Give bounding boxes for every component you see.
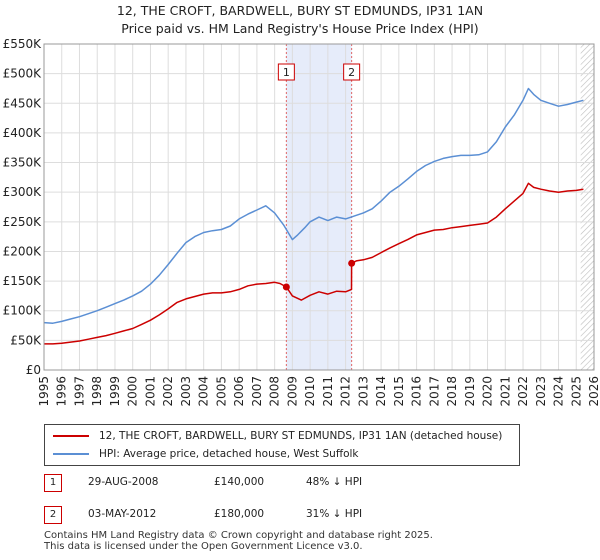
transaction-price: £180,000 — [214, 508, 265, 520]
transaction-hpi-diff: 31% ↓ HPI — [306, 508, 363, 520]
x-tick-label: 2019 — [463, 376, 477, 407]
transaction-marker-badge: 1 — [44, 474, 62, 492]
x-tick-label: 2001 — [143, 376, 157, 407]
x-tick-label: 2002 — [161, 376, 175, 407]
plot-border — [43, 43, 595, 371]
y-tick-label: £50K — [10, 333, 42, 347]
x-tick-label: 2024 — [552, 376, 566, 407]
x-tick-label: 2015 — [392, 376, 406, 407]
marker-label-box — [343, 63, 361, 81]
hpi-series-line — [43, 87, 584, 324]
x-tick-label: 2016 — [410, 376, 424, 407]
transaction-point — [348, 259, 356, 267]
price-chart: £0 £50K £100K £150K £200K £250K £300K £350K £400… — [3, 37, 600, 407]
y-tick-label: £550K — [3, 37, 43, 51]
marker-label-box — [277, 63, 295, 81]
y-tick-label: £0 — [26, 363, 41, 377]
x-tick-label: 2021 — [498, 376, 512, 407]
footer-licence: This data is licensed under the Open Gov… — [44, 541, 363, 552]
footer-copyright: Contains HM Land Registry data © Crown c… — [44, 530, 433, 541]
footer: Contains HM Land Registry data © Crown c… — [44, 530, 433, 552]
transaction-marker-badge: 2 — [44, 506, 62, 524]
price-paid-series-line — [44, 182, 584, 345]
x-tick-label: 1998 — [90, 376, 104, 407]
x-tick-label: 2010 — [303, 376, 317, 407]
y-tick-label: £250K — [3, 215, 43, 229]
y-tick-label: £300K — [3, 185, 43, 199]
y-tick-label: £450K — [3, 96, 43, 110]
x-tick-label: 2004 — [197, 376, 211, 407]
x-tick-label: 2000 — [126, 376, 140, 407]
x-tick-label: 2020 — [481, 376, 495, 407]
x-tick-label: 2007 — [250, 376, 264, 407]
legend: 12, THE CROFT, BARDWELL, BURY ST EDMUNDS… — [44, 424, 520, 466]
x-tick-label: 1996 — [55, 376, 69, 407]
x-tick-label: 2011 — [321, 376, 335, 407]
transaction-hpi-diff: 48% ↓ HPI — [306, 476, 363, 488]
x-tick-label: 2005 — [214, 376, 228, 407]
transaction-row: 1 29-AUG-2008 £140,000 48% ↓ HPI — [44, 474, 464, 494]
x-tick-label: 2006 — [232, 376, 246, 407]
marker-label: 1 — [283, 66, 290, 79]
legend-label-price-paid: 12, THE CROFT, BARDWELL, BURY ST EDMUNDS… — [99, 430, 503, 442]
y-tick-label: £100K — [3, 304, 43, 318]
y-tick-label: £400K — [3, 126, 43, 140]
transaction-date: 03-MAY-2012 — [88, 508, 157, 520]
transaction-row: 2 03-MAY-2012 £180,000 31% ↓ HPI — [44, 506, 464, 526]
x-tick-label: 2009 — [285, 376, 299, 407]
chart-subtitle: Price paid vs. HM Land Registry's House … — [121, 21, 479, 36]
legend-label-hpi: HPI: Average price, detached house, West… — [99, 448, 359, 460]
x-tick-label: 2013 — [356, 376, 370, 407]
transaction-date: 29-AUG-2008 — [88, 476, 159, 488]
x-tick-label: 2023 — [534, 376, 548, 407]
legend-swatch-price-paid — [53, 435, 89, 437]
y-tick-label: £350K — [3, 156, 43, 170]
transaction-price: £140,000 — [214, 476, 265, 488]
legend-swatch-hpi — [53, 453, 89, 455]
x-tick-label: 2008 — [268, 376, 282, 407]
x-tick-label: 2003 — [179, 376, 193, 407]
x-tick-label: 2014 — [374, 376, 388, 407]
x-tick-label: 2026 — [587, 376, 600, 407]
marker-label: 2 — [348, 66, 355, 79]
shaded-region — [286, 44, 352, 370]
legend-item-hpi: HPI: Average price, detached house, West… — [53, 446, 359, 462]
y-tick-label: £200K — [3, 244, 43, 258]
y-tick-label: £150K — [3, 274, 43, 288]
chart-title: 12, THE CROFT, BARDWELL, BURY ST EDMUNDS… — [116, 3, 484, 18]
x-tick-label: 1997 — [72, 376, 86, 407]
y-tick-label: £500K — [3, 67, 43, 81]
x-tick-label: 1999 — [108, 376, 122, 407]
x-tick-label: 2022 — [516, 376, 530, 407]
hatched-region — [580, 44, 594, 370]
x-tick-label: 2017 — [427, 376, 441, 407]
x-tick-label: 2025 — [569, 376, 583, 407]
x-tick-label: 2018 — [445, 376, 459, 407]
legend-item-price-paid: 12, THE CROFT, BARDWELL, BURY ST EDMUNDS… — [53, 428, 502, 444]
x-tick-label: 2012 — [339, 376, 353, 407]
x-tick-label: 1995 — [37, 376, 51, 407]
transaction-point — [282, 283, 290, 291]
